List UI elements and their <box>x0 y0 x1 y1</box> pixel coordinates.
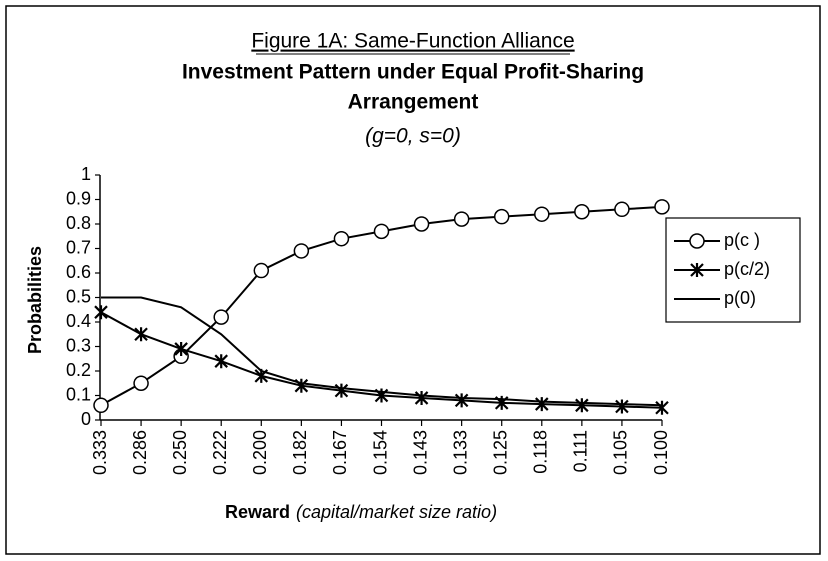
data-point <box>253 262 270 279</box>
y-axis-label: Probabilities <box>25 246 45 354</box>
x-tick-label: 0.333 <box>90 430 110 475</box>
data-point <box>414 390 429 405</box>
data-point <box>535 397 549 412</box>
data-point <box>453 211 470 227</box>
y-tick-label: 1 <box>81 164 91 184</box>
data-point <box>214 354 228 369</box>
data-point <box>174 341 188 356</box>
data-point <box>615 399 629 414</box>
x-tick-label: 0.133 <box>450 430 470 475</box>
data-point <box>293 243 310 259</box>
x-tick-label: 0.143 <box>410 430 430 475</box>
data-point <box>655 400 669 415</box>
data-point <box>534 206 550 222</box>
x-tick-label: 0.182 <box>290 430 310 475</box>
data-point <box>654 199 670 215</box>
data-point <box>575 398 589 413</box>
y-tick-label: 0.4 <box>66 311 91 331</box>
y-tick-label: 0.3 <box>66 335 91 355</box>
legend-label: p(c/2) <box>724 259 770 279</box>
x-tick-label: 0.167 <box>330 430 350 475</box>
x-tick-label: 0.111 <box>571 430 591 472</box>
data-point <box>614 201 630 218</box>
data-point <box>213 309 229 325</box>
x-tick-label: 0.118 <box>531 430 551 474</box>
data-point <box>574 204 590 220</box>
chart-parameters: (g=0, s=0) <box>365 125 461 148</box>
data-point <box>134 327 148 342</box>
legend-label: p(0) <box>724 288 756 308</box>
x-axis-label-note: (capital/market size ratio) <box>296 502 497 522</box>
data-point <box>333 230 350 247</box>
y-tick-label: 0.6 <box>66 262 91 282</box>
y-tick-label: 0.8 <box>66 213 91 233</box>
y-tick-label: 0.2 <box>66 360 91 380</box>
y-tick-label: 0.9 <box>66 188 91 208</box>
x-axis-label: Reward <box>225 502 290 522</box>
y-tick-label: 0.5 <box>66 286 91 306</box>
chart-subtitle-line2: Arrangement <box>348 91 479 114</box>
data-point <box>373 223 390 240</box>
data-point <box>94 305 108 320</box>
data-point <box>133 375 149 391</box>
legend-label: p(c ) <box>724 230 760 250</box>
x-tick-label: 0.250 <box>170 430 190 475</box>
data-point <box>454 393 469 408</box>
x-tick-label: 0.100 <box>651 430 671 475</box>
y-tick-label: 0.7 <box>66 237 91 257</box>
x-tick-label: 0.154 <box>370 430 390 475</box>
x-tick-label: 0.286 <box>130 430 150 475</box>
data-point <box>493 208 510 225</box>
legend-marker <box>690 263 704 277</box>
data-point <box>334 383 349 398</box>
chart-subtitle: Investment Pattern under Equal Profit-Sh… <box>182 61 644 84</box>
chart-title: Figure 1A: Same-Function Alliance <box>251 30 574 53</box>
data-point <box>93 397 109 414</box>
x-tick-label: 0.200 <box>250 430 270 475</box>
x-tick-label: 0.105 <box>611 430 631 475</box>
y-tick-label: 0.1 <box>66 384 91 404</box>
x-tick-label: 0.125 <box>490 430 510 475</box>
x-tick-label: 0.222 <box>210 430 230 475</box>
y-tick-label: 0 <box>81 409 91 429</box>
series-line <box>101 296 663 407</box>
data-point <box>413 216 430 232</box>
legend-marker <box>689 233 705 249</box>
